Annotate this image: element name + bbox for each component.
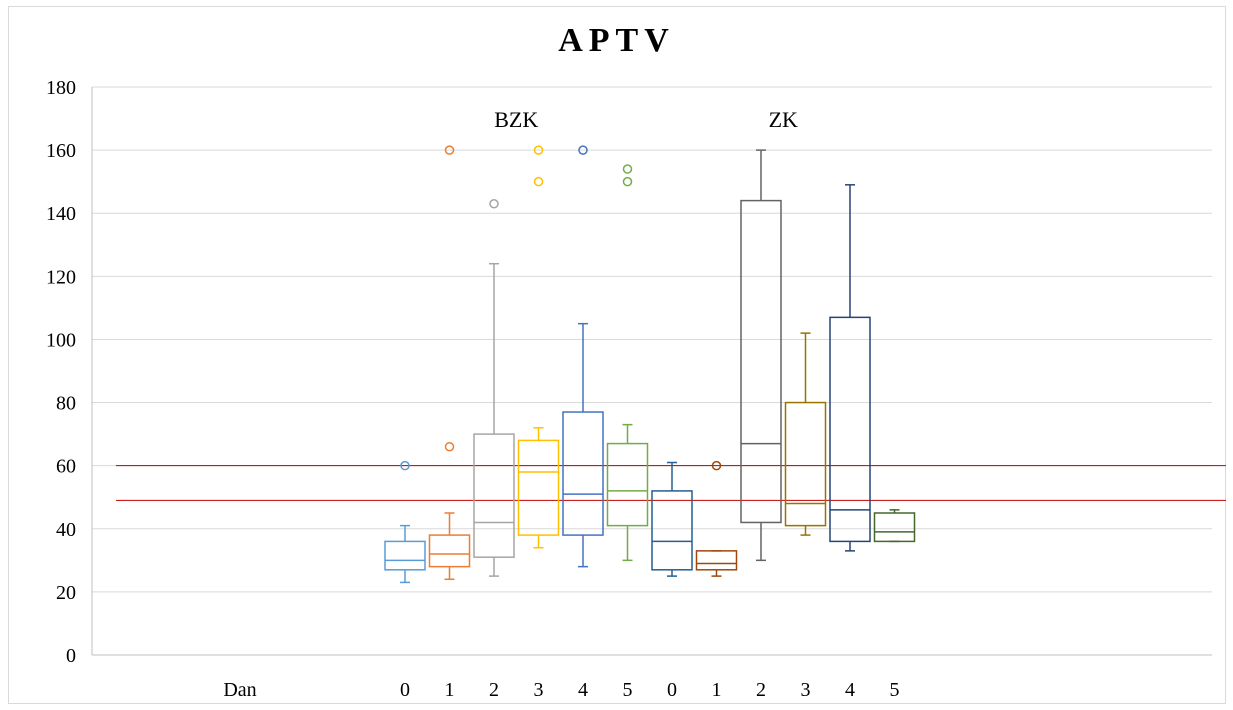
box-iqr	[784, 401, 827, 527]
y-tick-label: 160	[46, 140, 76, 162]
x-tick-label: 1	[712, 679, 722, 701]
box-zk-day-5	[873, 509, 916, 543]
x-tick-label: 3	[534, 679, 544, 701]
box-bzk-day-5	[606, 164, 649, 562]
outlier-point	[711, 460, 722, 471]
y-tick-label: 40	[56, 519, 76, 541]
outlier-point	[444, 441, 455, 452]
y-tick-label: 60	[56, 456, 76, 478]
box-bzk-day-3	[517, 145, 560, 549]
outlier-point	[400, 460, 410, 471]
group-label-zk: ZK	[769, 107, 798, 132]
box-iqr	[651, 490, 693, 571]
chart-title: APTV	[558, 22, 675, 59]
outlier-point	[622, 176, 633, 187]
boxes-layer: BZK ZK	[384, 107, 916, 584]
box-iqr	[384, 540, 426, 571]
chart-frame	[8, 6, 1226, 704]
box-iqr	[695, 550, 738, 571]
x-axis-labels: Dan 0 1 2 3 4 5 0 1 2 3 4 5	[223, 679, 899, 701]
box-iqr	[740, 199, 782, 524]
x-tick-label: 0	[400, 679, 410, 701]
x-tick-label: 4	[845, 679, 855, 701]
outlier-point	[622, 164, 633, 174]
box-iqr	[428, 534, 471, 568]
x-tick-label: 2	[756, 679, 766, 701]
box-bzk-day-4	[562, 145, 604, 568]
y-tick-label: 100	[46, 329, 76, 351]
box-bzk-day-0	[384, 460, 426, 584]
box-iqr	[606, 442, 649, 527]
outlier-point	[489, 199, 499, 209]
box-bzk-day-1	[428, 145, 471, 581]
x-tick-label: 5	[890, 679, 900, 701]
y-tick-label: 0	[66, 645, 76, 667]
box-zk-day-4	[829, 184, 871, 552]
box-iqr	[873, 512, 916, 543]
outlier-point	[578, 145, 588, 155]
outlier-point	[444, 145, 455, 155]
x-tick-label: 4	[578, 679, 588, 701]
y-tick-label: 120	[46, 266, 76, 288]
box-iqr	[517, 439, 560, 536]
x-axis-title: Dan	[223, 679, 256, 701]
box-zk-day-2	[740, 149, 782, 562]
box-iqr	[473, 433, 515, 558]
box-bzk-day-2	[473, 199, 515, 577]
box-zk-day-3	[784, 332, 827, 536]
y-tick-label: 20	[56, 582, 76, 604]
outlier-point	[533, 176, 544, 187]
y-tick-label: 80	[56, 393, 76, 415]
y-axis: 0 20 40 60 80 100 120 140 160 180	[46, 77, 1212, 667]
box-iqr	[562, 411, 604, 536]
box-iqr	[829, 316, 871, 543]
y-tick-label: 180	[46, 77, 76, 99]
group-label-bzk: BZK	[494, 107, 538, 132]
x-tick-label: 2	[489, 679, 499, 701]
y-tick-label: 140	[46, 203, 76, 225]
box-zk-day-0	[651, 461, 693, 577]
reference-lines	[116, 465, 1226, 501]
x-tick-label: 1	[445, 679, 455, 701]
x-tick-label: 5	[623, 679, 633, 701]
outlier-point	[533, 145, 544, 155]
x-tick-label: 0	[667, 679, 677, 701]
box-zk-day-1	[695, 460, 738, 577]
x-tick-label: 3	[801, 679, 811, 701]
